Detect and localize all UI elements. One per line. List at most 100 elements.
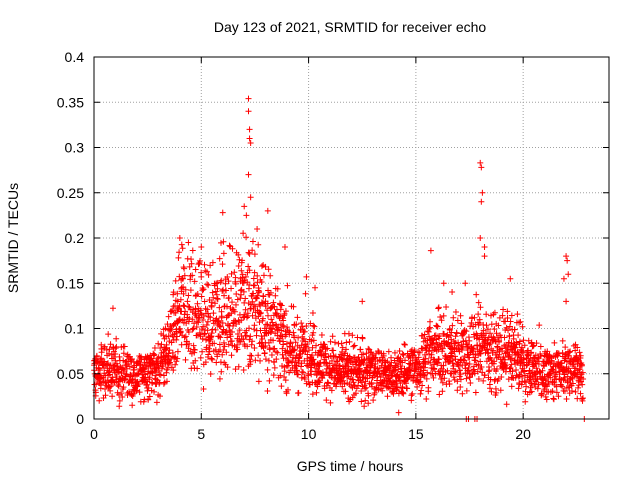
data-point: [470, 367, 477, 374]
data-point: [545, 381, 552, 388]
data-point: [323, 359, 330, 366]
data-point: [506, 323, 513, 330]
data-point: [524, 352, 531, 359]
data-point: [513, 366, 520, 373]
data-point: [471, 314, 478, 321]
data-point: [217, 279, 224, 286]
data-point: [228, 310, 235, 317]
data-point: [211, 300, 218, 307]
x-tick-label: 0: [90, 426, 98, 442]
data-point: [180, 283, 187, 290]
data-point: [220, 250, 227, 257]
data-point: [126, 363, 133, 370]
data-point: [178, 241, 185, 248]
x-tick-label: 10: [301, 426, 317, 442]
data-point: [203, 321, 210, 328]
y-tick-label: 0.25: [57, 185, 84, 201]
data-point: [293, 321, 300, 328]
data-point: [232, 366, 239, 373]
data-point: [431, 365, 438, 372]
data-point: [457, 376, 464, 383]
data-point: [475, 311, 482, 318]
data-point: [195, 261, 202, 268]
data-point: [172, 277, 179, 284]
data-point: [182, 333, 189, 340]
data-point: [421, 331, 428, 338]
data-point: [218, 313, 225, 320]
data-point: [300, 335, 307, 342]
data-point: [179, 245, 186, 252]
data-point: [358, 398, 365, 405]
data-point: [216, 341, 223, 348]
data-point: [555, 350, 562, 357]
data-point: [182, 356, 189, 363]
data-point: [535, 381, 542, 388]
data-point: [563, 253, 570, 260]
data-point: [408, 392, 415, 399]
data-point: [365, 392, 372, 399]
data-point: [204, 318, 211, 325]
data-point: [491, 358, 498, 365]
data-point: [190, 325, 197, 332]
data-point: [173, 336, 180, 343]
data-point: [274, 285, 281, 292]
data-point: [305, 347, 312, 354]
data-point: [358, 379, 365, 386]
data-point: [510, 335, 517, 342]
data-point: [107, 341, 114, 348]
data-point: [303, 273, 310, 280]
data-point: [495, 322, 502, 329]
y-tick-label: 0.15: [57, 275, 84, 291]
data-point: [163, 333, 170, 340]
data-point: [209, 259, 216, 266]
data-point: [229, 299, 236, 306]
data-point: [193, 324, 200, 331]
data-point: [235, 251, 242, 258]
data-point: [419, 382, 426, 389]
data-point: [287, 340, 294, 347]
data-point: [182, 308, 189, 315]
data-point: [515, 385, 522, 392]
data-point: [251, 282, 258, 289]
data-point: [578, 362, 585, 369]
data-point: [246, 126, 253, 133]
data-point: [391, 349, 398, 356]
data-point: [452, 308, 459, 315]
data-point: [243, 332, 250, 339]
data-point: [265, 266, 272, 273]
data-point: [481, 244, 488, 251]
data-point: [246, 250, 253, 257]
data-point: [445, 339, 452, 346]
data-point: [210, 294, 217, 301]
data-point: [440, 280, 447, 287]
data-point: [120, 366, 127, 373]
data-point: [423, 396, 430, 403]
data-point: [130, 391, 137, 398]
data-point: [427, 359, 434, 366]
data-point: [361, 385, 368, 392]
data-point: [579, 395, 586, 402]
data-point: [430, 374, 437, 381]
data-point: [463, 359, 470, 366]
data-point: [178, 284, 185, 291]
data-point: [220, 339, 227, 346]
data-point: [249, 298, 256, 305]
data-point: [247, 333, 254, 340]
data-point: [298, 320, 305, 327]
data-point: [177, 329, 184, 336]
data-point: [331, 339, 338, 346]
data-point: [202, 359, 209, 366]
data-point: [165, 313, 172, 320]
data-point: [246, 267, 253, 274]
data-point: [389, 370, 396, 377]
data-point: [425, 384, 432, 391]
data-point: [258, 263, 265, 270]
data-point: [165, 333, 172, 340]
data-point: [506, 351, 513, 358]
data-point: [136, 389, 143, 396]
data-point: [143, 364, 150, 371]
data-point: [361, 403, 368, 410]
y-tick-label: 0.3: [65, 140, 85, 156]
data-point: [396, 373, 403, 380]
data-point: [240, 230, 247, 237]
